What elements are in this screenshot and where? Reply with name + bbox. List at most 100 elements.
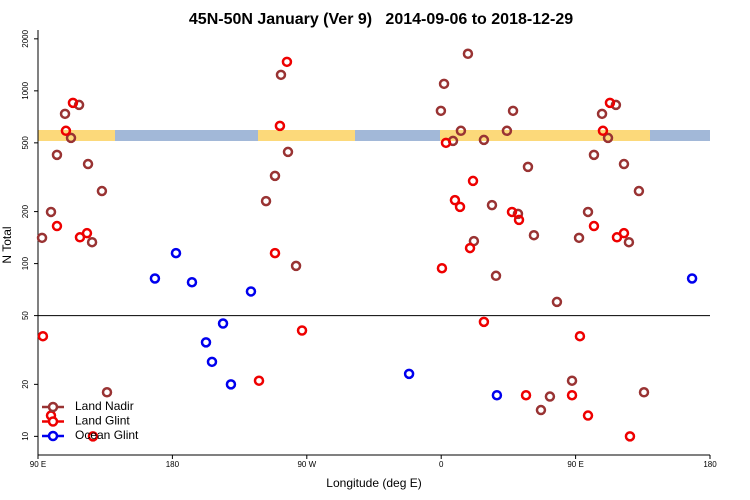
point [170, 247, 182, 259]
point [544, 391, 556, 402]
point [512, 208, 524, 220]
point [623, 236, 635, 248]
land-ocean-band [38, 130, 710, 141]
legend-marker [47, 401, 59, 413]
point [438, 78, 450, 90]
point [82, 158, 94, 170]
point [440, 137, 452, 149]
point [618, 227, 630, 239]
ocean-band [355, 130, 440, 141]
point [588, 220, 600, 232]
point [513, 214, 525, 226]
point [253, 375, 265, 386]
point [522, 161, 534, 173]
point [149, 273, 161, 284]
x-tick-label: 90 W [297, 460, 316, 469]
point [454, 201, 466, 213]
x-tick-label: 0 [439, 460, 444, 469]
point [535, 404, 547, 416]
point [588, 149, 600, 161]
point [45, 206, 57, 218]
point [574, 330, 586, 342]
y-tick-label: 1000 [21, 81, 30, 99]
point [282, 146, 294, 158]
land-band [258, 130, 355, 141]
point [464, 242, 476, 254]
point [566, 389, 578, 401]
ocean-band [115, 130, 258, 141]
point [403, 368, 415, 380]
point [245, 286, 257, 297]
x-tick-label: 90 E [567, 460, 583, 469]
point [610, 99, 622, 111]
point [455, 125, 467, 137]
point [59, 108, 71, 120]
point [37, 330, 49, 342]
y-tick-label: 500 [21, 136, 30, 150]
point [65, 132, 77, 144]
point [269, 247, 281, 259]
point [467, 175, 479, 187]
point [604, 97, 616, 109]
point [501, 125, 513, 137]
point [225, 379, 237, 390]
ocean-band [650, 130, 710, 141]
point [200, 337, 212, 348]
legend-label: Land Glint [75, 414, 130, 428]
point [486, 199, 498, 211]
point [462, 48, 474, 60]
point [686, 273, 698, 284]
y-tick-label: 200 [21, 204, 30, 218]
point [602, 132, 614, 144]
point [449, 194, 461, 206]
point [206, 356, 218, 368]
point [51, 149, 63, 161]
point [296, 325, 308, 336]
point [597, 125, 609, 137]
point [275, 69, 287, 81]
point [87, 431, 99, 442]
x-tick-label: 90 E [30, 460, 46, 469]
legend-label: Land Nadir [75, 399, 134, 413]
point [290, 260, 302, 272]
point [582, 410, 594, 421]
point [478, 134, 490, 146]
y-tick-label: 10 [21, 431, 30, 440]
y-axis-title: N Total [0, 226, 14, 263]
land-band [440, 130, 650, 141]
legend-marker [47, 416, 59, 427]
point [60, 125, 72, 137]
point [520, 389, 532, 401]
y-tick-label: 100 [21, 256, 30, 270]
point [269, 170, 281, 182]
legend-label: Ocean Glint [75, 428, 139, 442]
point [36, 232, 48, 244]
x-axis-title: Longitude (deg E) [326, 476, 421, 490]
point [435, 105, 447, 117]
point [491, 389, 503, 401]
point [618, 158, 630, 170]
y-tick-label: 20 [21, 379, 30, 388]
point [67, 97, 79, 109]
point [582, 206, 594, 218]
point [81, 227, 93, 239]
point [86, 236, 98, 248]
point [506, 206, 518, 218]
point [51, 220, 63, 232]
point [260, 195, 272, 207]
point [528, 229, 540, 241]
point [507, 105, 519, 117]
point [638, 387, 650, 398]
point [573, 232, 585, 244]
point [274, 120, 286, 132]
point [96, 185, 108, 197]
point [217, 318, 229, 329]
point [436, 262, 448, 274]
point [478, 316, 490, 328]
legend-marker [47, 430, 59, 442]
point [551, 296, 563, 308]
x-tick-label: 180 [703, 460, 717, 469]
x-tick-label: 180 [166, 460, 180, 469]
y-tick-label: 2000 [21, 29, 30, 47]
